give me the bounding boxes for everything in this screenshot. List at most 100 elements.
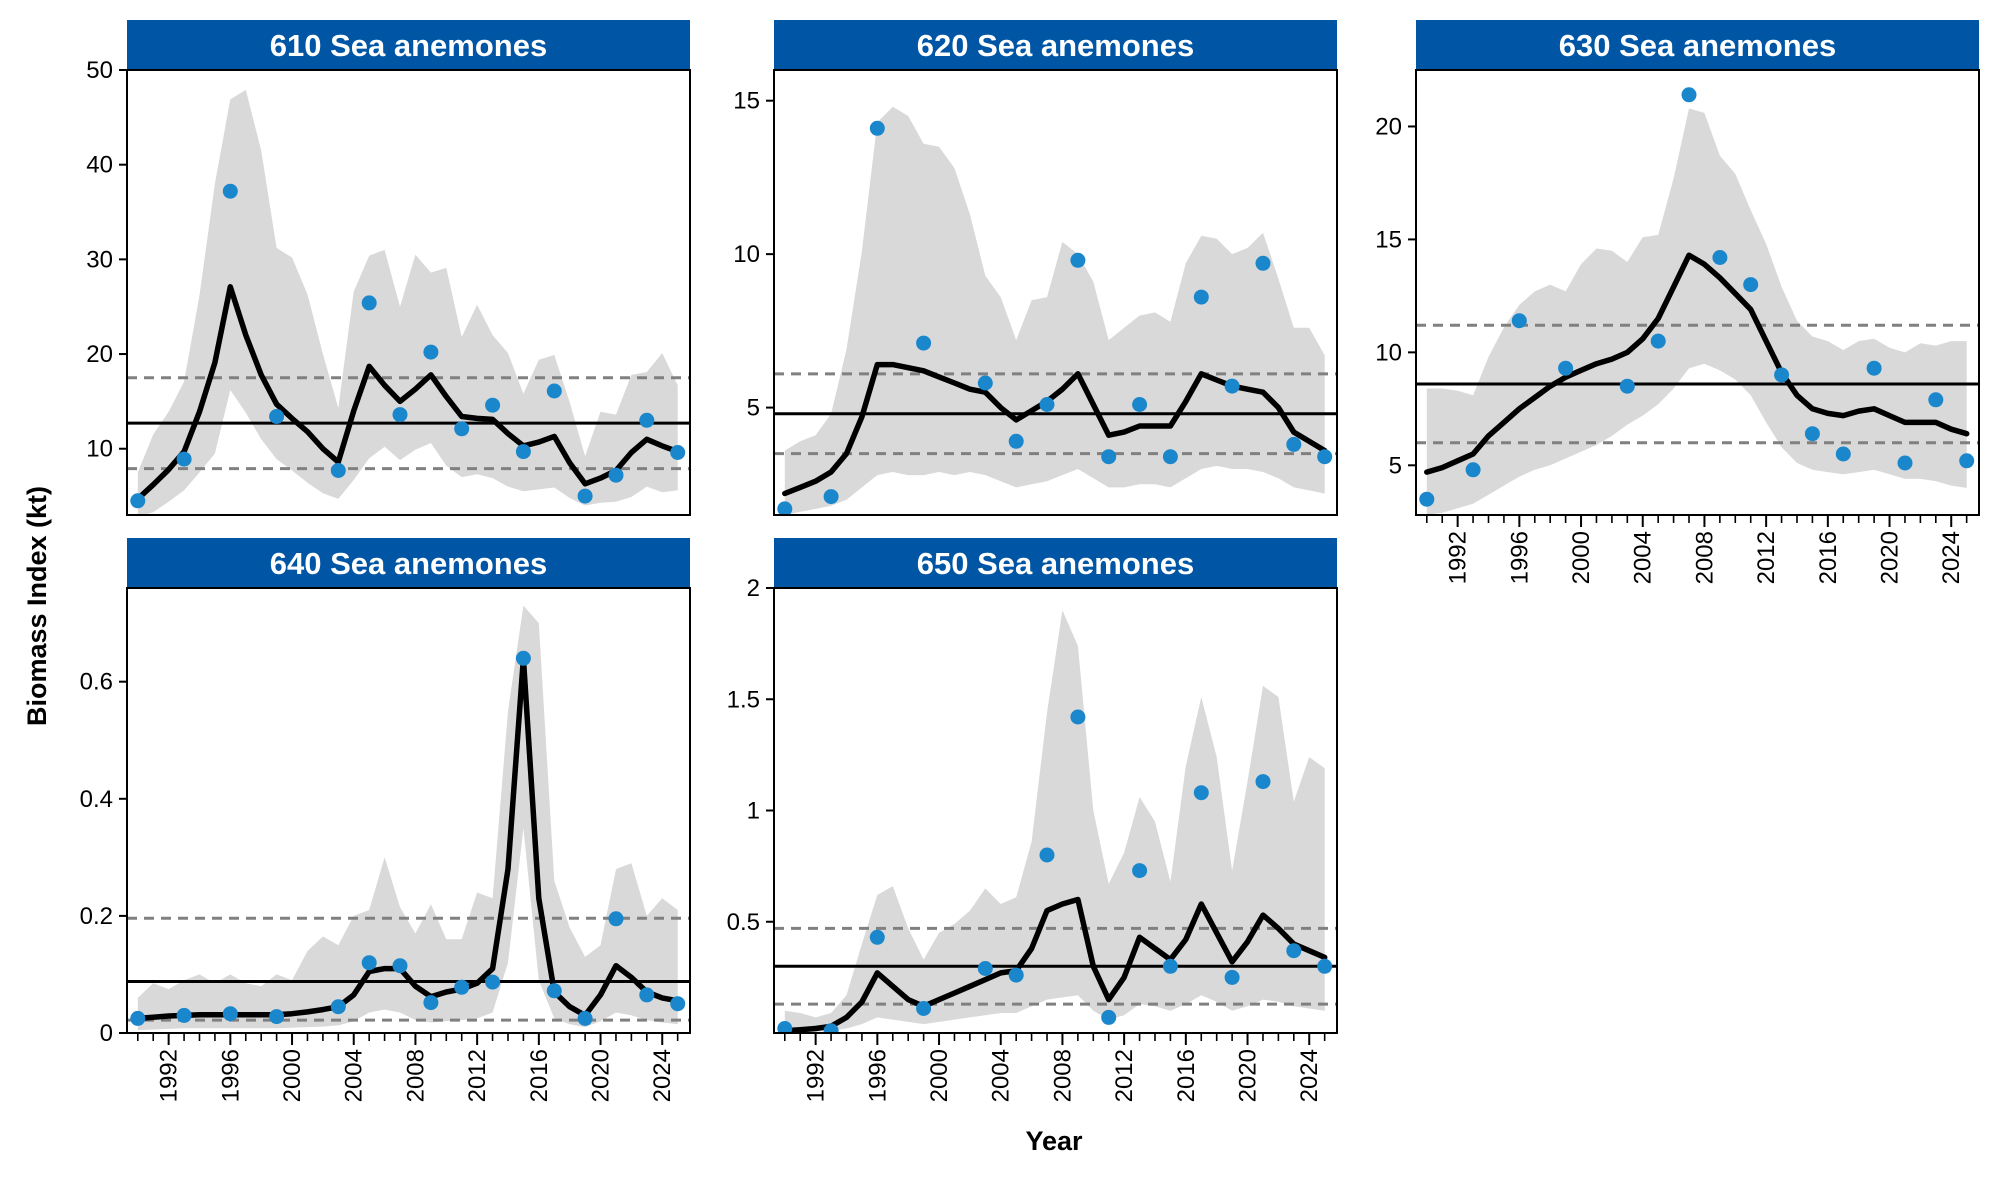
data-point [1162,449,1178,465]
panel-title: 640 Sea anemones [270,546,547,581]
panel-border [1415,69,1980,516]
y-tick-label: 1 [747,798,760,825]
y-tick-label: 5 [1389,452,1402,479]
data-point [515,650,531,666]
data-point [546,383,562,399]
data-point [423,344,439,360]
panel-3: 640 Sea anemones 0 0.2 0.4 0.6 1992 1996 2000 20… [80,538,691,1102]
panel-title: 620 Sea anemones [917,28,1194,63]
y-tick-label: 0.2 [80,903,113,930]
y-tick-label: 50 [86,57,113,84]
data-point [1681,87,1697,103]
data-point [777,501,793,515]
data-point [977,375,993,391]
data-point [1743,277,1759,293]
data-point [392,407,408,423]
data-point [423,995,439,1011]
data-point [1039,847,1055,863]
data-point [916,1001,932,1016]
y-tick-label: 10 [86,436,113,463]
data-point [1928,392,1944,408]
x-tick-label: 2008 [402,1049,429,1102]
y-tick-label: 20 [1375,113,1402,140]
x-tick-label: 2004 [341,1049,368,1102]
data-point [130,1010,146,1026]
y-tick-label: 2 [747,575,760,602]
data-point [577,488,593,504]
data-point [916,335,932,351]
x-tick-label: 1992 [1445,531,1472,584]
data-point [670,996,686,1012]
confidence-band [137,605,678,1031]
plot-area [1416,87,1979,515]
confidence-band [1426,108,1967,515]
data-point [269,1009,285,1025]
data-point [823,489,839,505]
panel-0: 610 Sea anemones 10 20 30 40 50 [86,20,691,516]
data-point [1650,333,1666,349]
data-point [1101,1009,1117,1025]
x-tick-label: 2020 [1877,531,1904,584]
y-tick-label: 5 [747,395,760,422]
x-tick-label: 2008 [1049,1049,1076,1102]
x-tick-label: 2000 [279,1049,306,1102]
y-tick-label: 20 [86,341,113,368]
panel-border [126,69,691,516]
x-tick-label: 2024 [649,1049,676,1102]
data-point [1558,360,1574,376]
data-point [1132,863,1148,879]
data-point [869,120,885,136]
data-point [1193,289,1209,305]
data-point [1224,378,1240,394]
data-point [392,958,408,974]
panel-border [126,587,691,1034]
data-point [1286,943,1302,959]
data-point [330,999,346,1015]
y-tick-label: 30 [86,246,113,273]
x-tick-label: 2004 [1630,531,1657,584]
data-point [269,409,285,424]
data-point [330,463,346,478]
data-point [777,1021,793,1033]
x-tick-label: 2012 [1111,1049,1138,1102]
data-point [608,467,624,483]
data-point [222,183,238,199]
y-axis-title: Biomass Index (kt) [22,486,52,726]
x-tick-label: 2016 [526,1049,553,1102]
x-tick-label: 2024 [1938,531,1965,584]
data-point [176,451,192,467]
y-tick-label: 10 [1375,339,1402,366]
data-point [1255,774,1271,790]
fit-line [135,284,681,502]
data-point [454,421,470,437]
plot-area [774,610,1337,1033]
plot-area [774,106,1337,515]
panel-4: 650 Sea anemones 0.5 1 1.5 2 1992 1996 2000 2004… [727,538,1338,1102]
data-point [1008,967,1024,983]
x-tick-label: 2012 [1753,531,1780,584]
panel-strip [127,20,690,70]
data-point [1959,453,1975,469]
data-point [1712,250,1728,265]
x-tick-label: 2000 [1568,531,1595,584]
x-tick-label: 2024 [1296,1049,1323,1102]
data-point [361,955,377,971]
data-point [1286,436,1302,452]
data-point [1224,969,1240,985]
data-point [577,1010,593,1026]
y-tick-label: 15 [733,88,760,115]
x-tick-label: 2000 [926,1049,953,1102]
y-tick-label: 0.5 [727,909,760,936]
data-point [485,397,501,413]
data-point [1419,491,1435,507]
data-point [1255,255,1271,271]
confidence-band [137,89,678,515]
data-point [869,929,885,945]
y-tick-label: 15 [1375,226,1402,253]
data-point [1132,397,1148,412]
data-point [515,444,531,460]
x-tick-label: 2016 [1173,1049,1200,1102]
panel-title: 630 Sea anemones [1559,28,1836,63]
data-point [1619,378,1635,394]
